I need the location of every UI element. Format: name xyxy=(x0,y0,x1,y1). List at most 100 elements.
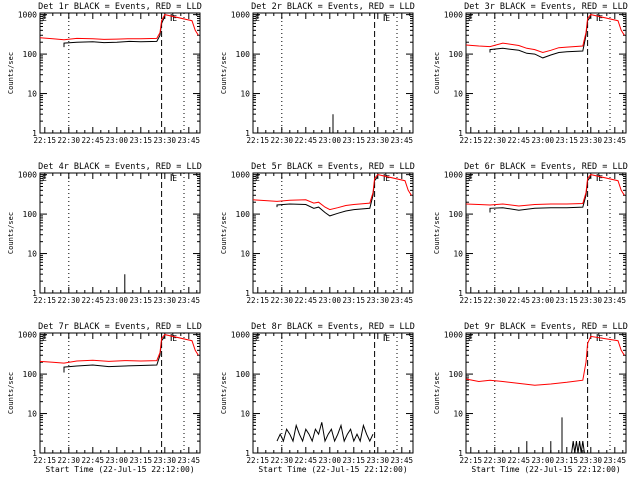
y-tick-label: 1 xyxy=(245,129,250,138)
y-tick-label: 100 xyxy=(236,50,251,59)
x-tick-label: 22:30 xyxy=(271,136,294,145)
y-tick-label: 100 xyxy=(449,50,464,59)
y-tick-label: 100 xyxy=(236,370,251,379)
x-tick-label: 22:15 xyxy=(247,296,270,305)
lld-series-line xyxy=(465,335,625,386)
y-tick-label: 1000 xyxy=(231,171,250,180)
x-tick-label: 23:15 xyxy=(556,296,579,305)
x-tick-label: 23:00 xyxy=(319,136,342,145)
x-tick-label: 23:45 xyxy=(604,456,627,465)
events-series-line xyxy=(489,16,592,59)
events-series-line xyxy=(489,176,592,213)
y-tick-label: 100 xyxy=(449,210,464,219)
x-tick-label: 23:15 xyxy=(130,136,153,145)
x-tick-label: 22:30 xyxy=(484,456,507,465)
flag-marker-label: E xyxy=(598,14,603,23)
x-tick-label: 22:45 xyxy=(508,136,531,145)
plot-frame xyxy=(39,172,201,294)
flag-marker-label: E xyxy=(42,174,47,183)
x-tick-label: 22:15 xyxy=(34,456,57,465)
y-tick-label: 10 xyxy=(240,250,250,259)
x-tick-label: 22:30 xyxy=(58,456,81,465)
y-axis-label: Counts/sec xyxy=(7,52,15,94)
y-tick-label: 100 xyxy=(23,50,38,59)
x-tick-label: 22:45 xyxy=(508,456,531,465)
panel-title: Det 4r BLACK = Events, RED = LLD xyxy=(38,162,202,172)
flag-marker-label: E xyxy=(172,334,177,343)
x-tick-label: 23:30 xyxy=(580,456,603,465)
x-tick-label: 22:30 xyxy=(271,456,294,465)
flag-marker-label: E xyxy=(468,334,473,343)
y-tick-label: 100 xyxy=(449,370,464,379)
y-axis-label: Counts/sec xyxy=(220,372,228,414)
flag-marker-label: E xyxy=(598,174,603,183)
x-tick-label: 23:15 xyxy=(556,136,579,145)
x-tick-label: 23:30 xyxy=(580,296,603,305)
x-tick-label: 22:45 xyxy=(82,456,105,465)
y-tick-label: 100 xyxy=(236,210,251,219)
panel-9: Det 9r BLACK = Events, RED = LLD Counts/s… xyxy=(433,322,628,474)
x-axis-label: Start Time (22-Jul-15 22:12:00) xyxy=(258,465,407,474)
y-axis-label: Counts/sec xyxy=(220,212,228,254)
lld-series-line xyxy=(39,14,199,41)
x-tick-label: 23:45 xyxy=(391,456,414,465)
x-tick-label: 23:15 xyxy=(556,456,579,465)
y-tick-label: 1000 xyxy=(444,331,463,340)
y-axis-label: Counts/sec xyxy=(7,212,15,254)
lld-series-line xyxy=(465,14,625,54)
x-tick-label: 23:45 xyxy=(178,456,201,465)
events-series-line xyxy=(276,176,379,217)
x-tick-label: 23:45 xyxy=(604,136,627,145)
x-tick-label: 22:45 xyxy=(508,296,531,305)
x-tick-label: 23:00 xyxy=(106,296,129,305)
panel-8: Det 8r BLACK = Events, RED = LLD Counts/s… xyxy=(220,322,415,474)
x-tick-label: 22:45 xyxy=(295,456,318,465)
x-tick-label: 23:00 xyxy=(532,296,555,305)
y-tick-label: 10 xyxy=(240,90,250,99)
y-axis-label: Counts/sec xyxy=(433,372,441,414)
x-tick-label: 23:30 xyxy=(367,296,390,305)
y-tick-label: 10 xyxy=(453,90,463,99)
y-tick-label: 1 xyxy=(458,289,463,298)
y-tick-label: 1 xyxy=(245,289,250,298)
y-tick-label: 100 xyxy=(23,370,38,379)
panel-title: Det 3r BLACK = Events, RED = LLD xyxy=(464,2,628,12)
x-tick-label: 22:30 xyxy=(484,136,507,145)
y-axis-label: Counts/sec xyxy=(433,52,441,94)
panel-title: Det 8r BLACK = Events, RED = LLD xyxy=(251,322,415,332)
panel-3: Det 3r BLACK = Events, RED = LLD Counts/s… xyxy=(433,2,628,145)
plot-frame xyxy=(252,172,414,294)
y-tick-label: 1 xyxy=(32,449,37,458)
x-tick-label: 23:30 xyxy=(367,136,390,145)
x-tick-label: 23:15 xyxy=(343,136,366,145)
x-tick-label: 22:15 xyxy=(247,136,270,145)
x-tick-label: 23:15 xyxy=(343,456,366,465)
flag-marker-label: E xyxy=(385,14,390,23)
y-tick-label: 10 xyxy=(27,250,37,259)
y-tick-label: 1000 xyxy=(231,331,250,340)
panel-title: Det 2r BLACK = Events, RED = LLD xyxy=(251,2,415,12)
flag-marker-label: E xyxy=(468,174,473,183)
y-tick-label: 100 xyxy=(23,210,38,219)
x-tick-label: 23:15 xyxy=(343,296,366,305)
panel-title: Det 9r BLACK = Events, RED = LLD xyxy=(464,322,628,332)
plot-frame xyxy=(252,332,414,454)
x-tick-label: 22:15 xyxy=(34,296,57,305)
x-tick-label: 23:15 xyxy=(130,296,153,305)
panel-2: Det 2r BLACK = Events, RED = LLD Counts/s… xyxy=(220,2,415,145)
y-tick-label: 10 xyxy=(27,90,37,99)
y-tick-label: 1 xyxy=(458,449,463,458)
panel-1: Det 1r BLACK = Events, RED = LLD Counts/s… xyxy=(7,2,202,145)
y-tick-label: 1 xyxy=(32,289,37,298)
x-tick-label: 23:45 xyxy=(391,136,414,145)
y-tick-label: 1000 xyxy=(18,11,37,20)
x-tick-label: 23:00 xyxy=(532,136,555,145)
plot-frame xyxy=(465,332,627,454)
x-tick-label: 22:45 xyxy=(82,296,105,305)
y-tick-label: 1 xyxy=(32,129,37,138)
plot-frame xyxy=(39,332,201,454)
x-tick-label: 23:45 xyxy=(178,296,201,305)
flag-marker-label: E xyxy=(255,174,260,183)
flag-marker-label: E xyxy=(598,334,603,343)
